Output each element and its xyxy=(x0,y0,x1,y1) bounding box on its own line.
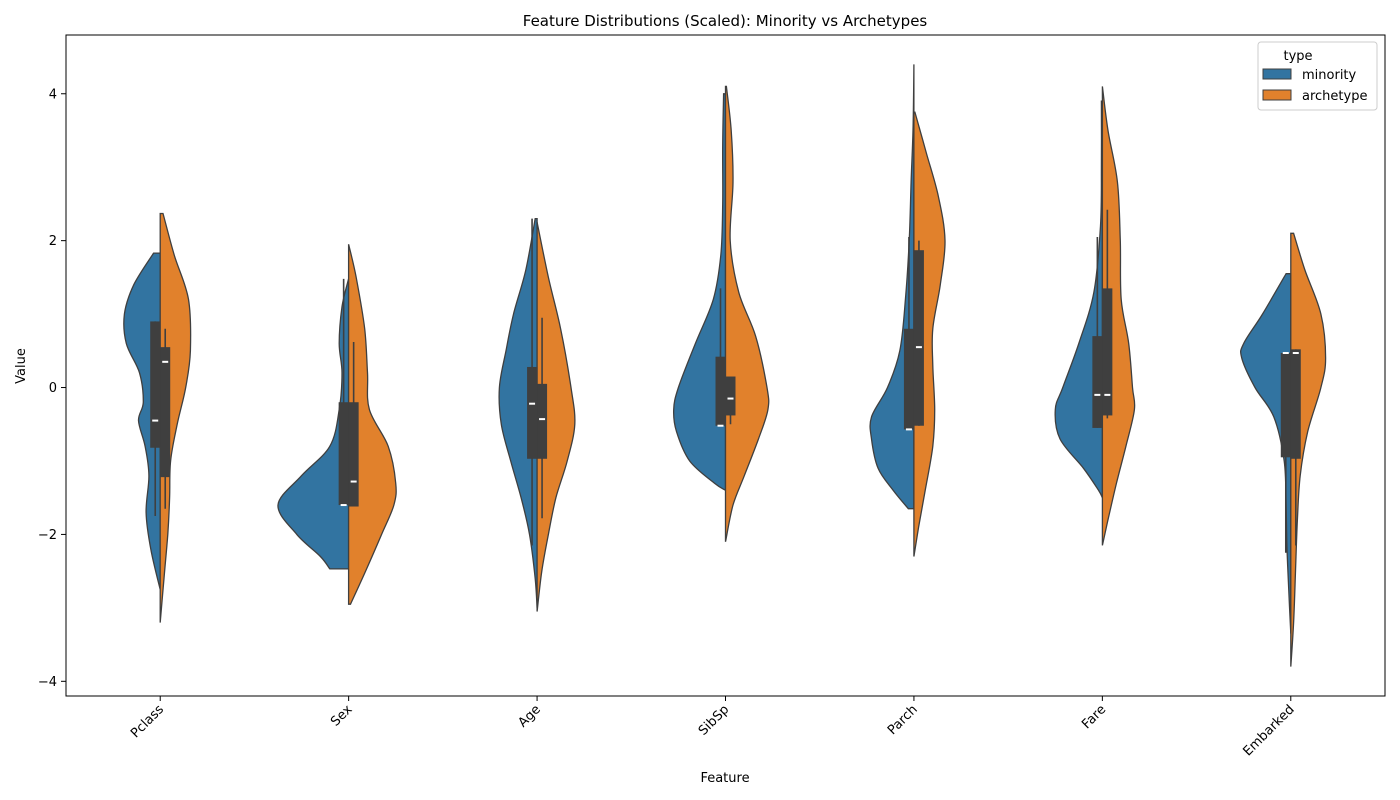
y-tick-label: 2 xyxy=(49,234,57,249)
iqr-box-minority-parch xyxy=(903,328,914,430)
iqr-box-archetype-parch xyxy=(913,250,924,426)
violin-minority-embarked xyxy=(1239,273,1292,634)
legend: type minority archetype xyxy=(1257,41,1378,111)
violin-archetype-embarked xyxy=(1290,232,1327,667)
iqr-box-minority-embarked xyxy=(1280,353,1291,458)
iqr-box-minority-pclass xyxy=(150,321,161,448)
y-axis: −4 −2 0 2 4 xyxy=(38,87,66,690)
y-tick-label: 0 xyxy=(49,381,57,396)
x-tick-label-fare: Fare xyxy=(1079,702,1109,732)
iqr-box-archetype-sibsp xyxy=(725,376,736,416)
violin-archetype-age xyxy=(536,222,576,612)
legend-label-archetype: archetype xyxy=(1302,89,1367,104)
iqr-box-archetype-embarked xyxy=(1290,349,1301,459)
iqr-box-minority-sex xyxy=(338,402,349,506)
violin-minority-sibsp xyxy=(672,93,727,492)
violin-archetype-sibsp xyxy=(724,85,770,542)
x-tick-label-sibsp: SibSp xyxy=(696,702,733,739)
x-tick-label-embarked: Embarked xyxy=(1241,702,1298,759)
violin-minority-fare xyxy=(1054,100,1104,501)
x-tick-label-sex: Sex xyxy=(328,702,356,730)
legend-title: type xyxy=(1283,49,1312,64)
violin-archetype-pclass xyxy=(159,212,192,623)
iqr-box-archetype-age xyxy=(537,383,548,459)
y-axis-label: Value xyxy=(14,348,29,384)
violin-minority-age xyxy=(498,217,538,608)
x-tick-label-age: Age xyxy=(516,702,544,730)
iqr-box-minority-fare xyxy=(1092,336,1103,428)
x-tick-label-parch: Parch xyxy=(885,702,921,738)
x-axis: Pclass Sex Age SibSp Parch Fare Embarked xyxy=(128,696,1298,759)
violin-archetype-parch xyxy=(913,111,946,557)
x-axis-label: Feature xyxy=(700,771,749,786)
chart-title: Feature Distributions (Scaled): Minority… xyxy=(523,12,928,30)
x-tick-label-pclass: Pclass xyxy=(128,702,167,741)
violin-minority-sex xyxy=(277,278,350,570)
iqr-box-archetype-fare xyxy=(1102,288,1113,416)
legend-swatch-archetype xyxy=(1262,89,1292,101)
iqr-box-archetype-sex xyxy=(348,402,359,507)
legend-entry-minority: minority xyxy=(1262,68,1357,83)
y-tick-label: 4 xyxy=(49,87,57,102)
violins xyxy=(123,64,1327,667)
box-plots xyxy=(150,209,1301,553)
violin-minority-parch xyxy=(869,64,915,510)
iqr-box-minority-sibsp xyxy=(715,356,726,426)
legend-entry-archetype: archetype xyxy=(1262,89,1367,104)
violin-archetype-fare xyxy=(1101,86,1136,546)
iqr-box-archetype-pclass xyxy=(160,347,171,478)
iqr-box-minority-age xyxy=(527,366,538,459)
violin-archetype-sex xyxy=(347,244,397,605)
legend-label-minority: minority xyxy=(1302,68,1357,83)
y-tick-label: −4 xyxy=(38,675,57,690)
legend-swatch-minority xyxy=(1262,68,1292,80)
y-tick-label: −2 xyxy=(38,528,57,543)
